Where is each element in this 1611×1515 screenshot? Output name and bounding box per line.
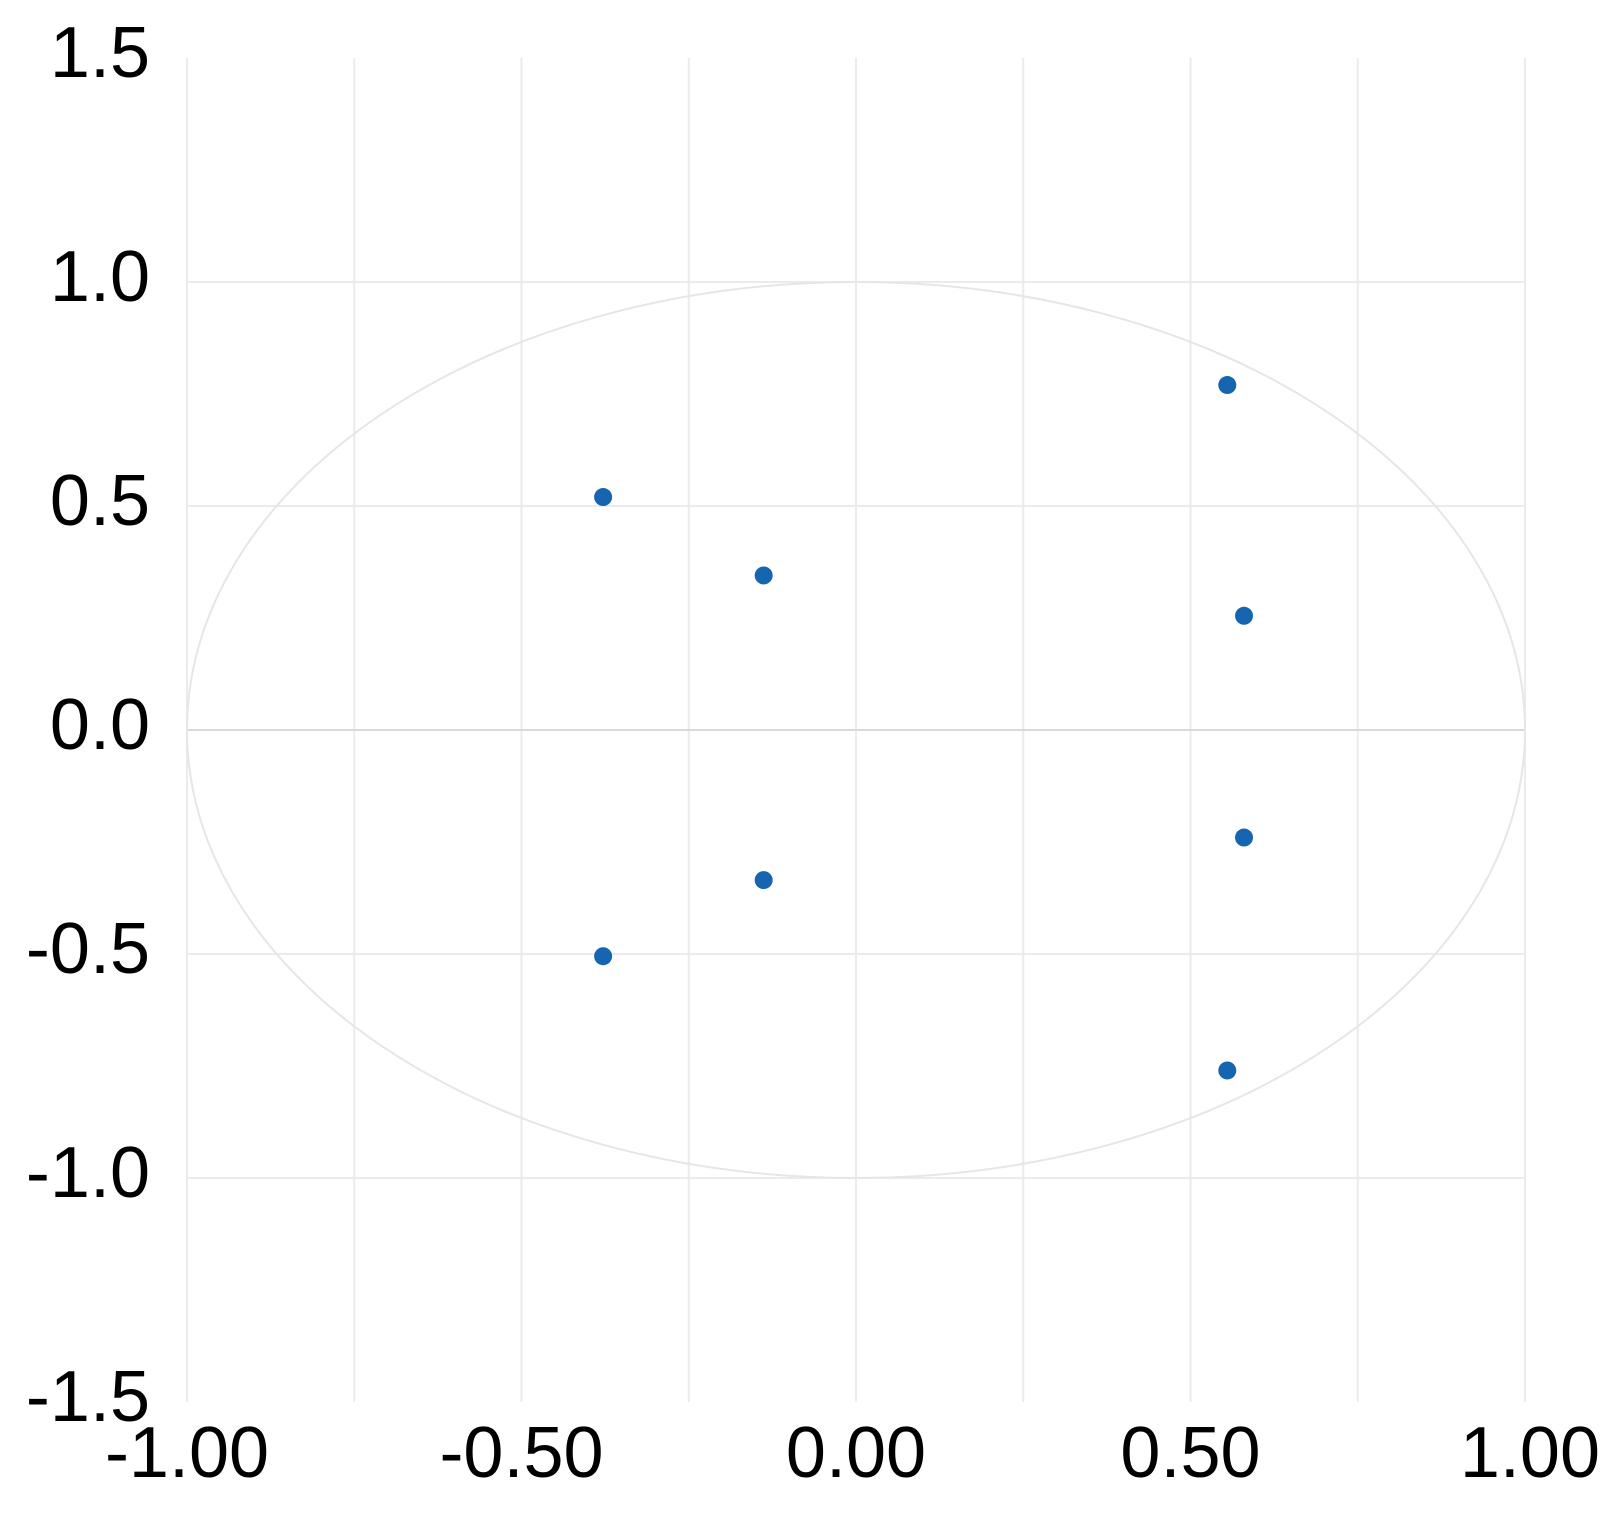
data-point [594, 488, 613, 507]
data-point [594, 947, 613, 966]
x-axis-tick-labels: -1.00 -0.50 0.00 0.50 1.00 [105, 1413, 1600, 1493]
y-axis-tick-labels: 1.5 1.0 0.5 0.0 -0.5 -1.0 -1.5 [26, 13, 150, 1437]
points-layer [594, 376, 1254, 1080]
data-point [1218, 376, 1237, 395]
y-tick-label: 0.5 [50, 461, 150, 541]
reference-layer [186, 281, 1526, 1179]
x-tick-label: -1.00 [105, 1413, 269, 1493]
grid-layer [186, 58, 1526, 1402]
x-tick-label: 0.50 [1120, 1413, 1260, 1493]
y-tick-label: 1.5 [50, 13, 150, 93]
x-tick-label: 1.00 [1460, 1413, 1600, 1493]
y-tick-label: -0.5 [26, 909, 150, 989]
x-tick-label: -0.50 [439, 1413, 603, 1493]
data-point [1235, 828, 1254, 847]
y-tick-label: 1.0 [50, 237, 150, 317]
data-point [754, 871, 773, 890]
unit-circle [186, 281, 1526, 1179]
data-point [1235, 606, 1254, 625]
data-point [1218, 1061, 1237, 1080]
y-tick-label: -1.5 [26, 1357, 150, 1437]
y-tick-label: -1.0 [26, 1133, 150, 1213]
x-tick-label: 0.00 [786, 1413, 926, 1493]
y-tick-label: 0.0 [50, 685, 150, 765]
data-point [754, 566, 773, 585]
